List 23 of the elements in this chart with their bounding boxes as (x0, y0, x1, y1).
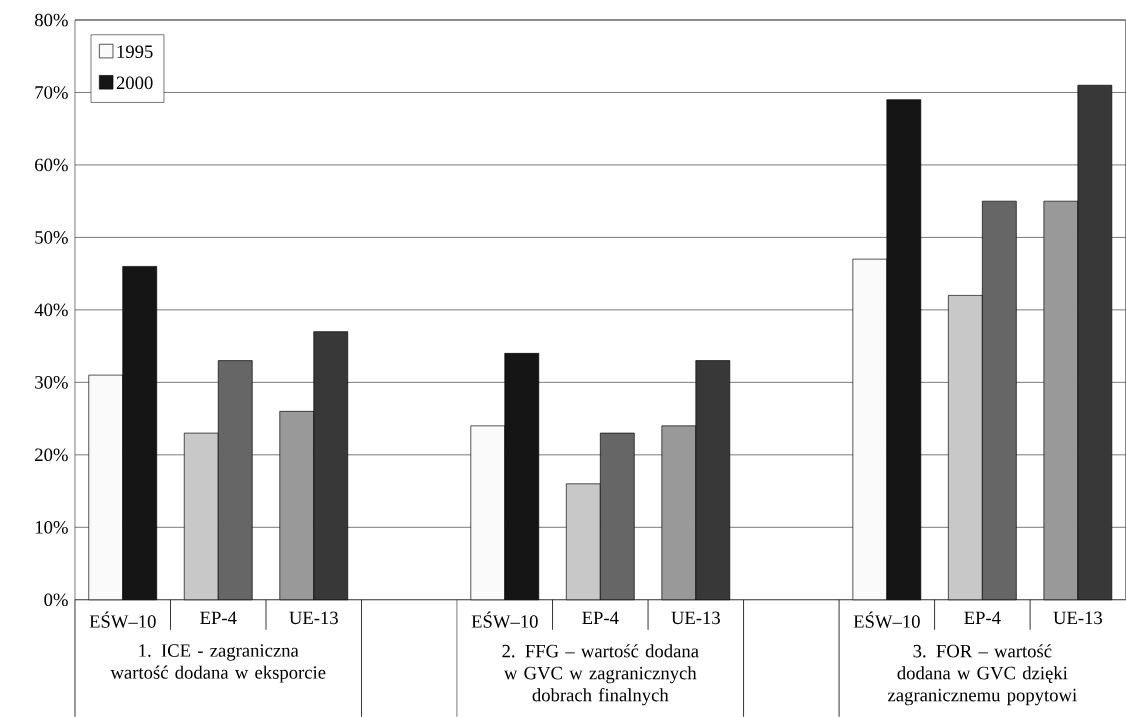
x-tick-label: UE-13 (289, 611, 338, 625)
y-tick-label: 40% (34, 303, 68, 317)
x-tick-label: EŚW–10 (853, 611, 920, 628)
y-tick-label: 30% (35, 375, 68, 389)
x-tick-label: EŚW–10 (471, 611, 538, 628)
y-tick-label: 60% (35, 158, 68, 172)
x-tick-label: UE-13 (1053, 611, 1103, 625)
y-tick-label: 70% (35, 86, 68, 99)
x-tick-label: EŚW–10 (89, 611, 156, 628)
y-tick-label: 80% (35, 13, 68, 27)
legend-label: 1995 (117, 45, 153, 58)
text: 2. FFG – wartość dodana w GVC w zagranicznych dobrach finalnych (502, 644, 699, 706)
x-tick-label: EP-4 (200, 611, 237, 624)
x-tick-label: EP-4 (582, 611, 619, 624)
y-tick-label: 0% (44, 593, 68, 607)
text: 3. FOR – wartość dodana w GVC dzięki zagranicznemu popytowi (888, 644, 1077, 706)
y-tick-label: 10% (35, 520, 68, 534)
y-tick-label: 20% (35, 448, 68, 462)
x-tick-label: UE-13 (671, 611, 720, 625)
y-tick-label: 50% (35, 231, 68, 244)
text: 1. ICE - zagraniczna wartość dodana w eksporcie (110, 644, 326, 683)
x-tick-label: EP-4 (964, 611, 1001, 624)
legend-label: 2000 (116, 76, 153, 90)
